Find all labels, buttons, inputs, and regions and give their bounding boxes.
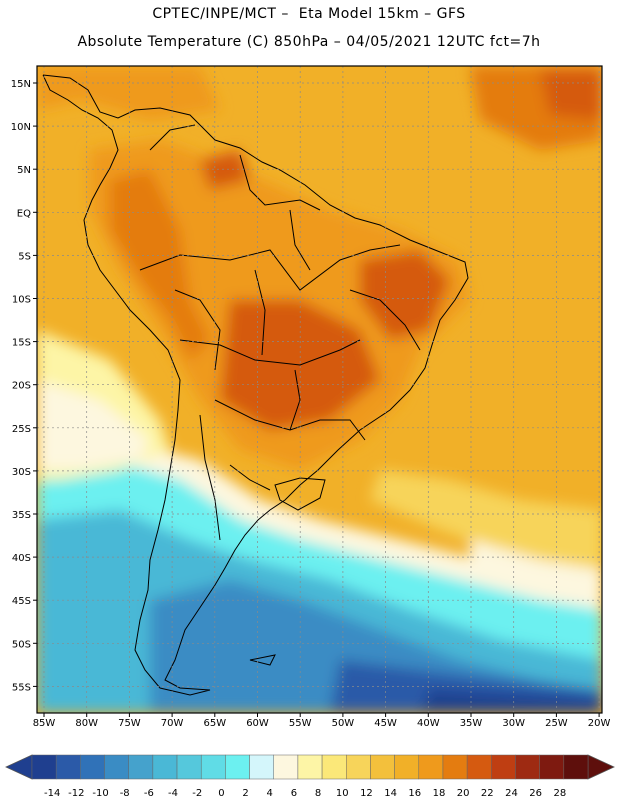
lat-label: 50S — [12, 639, 31, 650]
colorbar: -14 -12 -10 -8 -6 -4 -2 0 2 4 6 8 10 12 14 16 18 20 22 24 26… — [5, 754, 615, 799]
colorbar-swatch — [539, 754, 565, 780]
colorbar-label: -12 — [68, 788, 84, 799]
colorbar-swatch — [466, 754, 492, 780]
lat-lon-grid — [37, 66, 602, 713]
colorbar-swatch — [128, 754, 154, 780]
colorbar-label: 8 — [315, 788, 321, 799]
lat-label: EQ — [17, 208, 31, 219]
lon-label: 40W — [417, 718, 440, 729]
temperature-field — [37, 66, 602, 713]
colorbar-label: 28 — [553, 788, 566, 799]
lat-label: 45S — [12, 596, 31, 607]
colorbar-swatch — [563, 754, 589, 780]
colorbar-swatch — [200, 754, 226, 780]
colorbar-swatch — [249, 754, 274, 780]
lat-label: 30S — [12, 467, 31, 478]
map-title-line-2: Absolute Temperature (C) 850hPa – 04/05/… — [77, 34, 541, 50]
lon-label: 50W — [332, 718, 355, 729]
lon-label: 70W — [161, 718, 184, 729]
colorbar-label: -14 — [44, 788, 60, 799]
colorbar-swatch — [273, 754, 299, 780]
longitude-axis: 85W 80W 75W 70W 65W 60W 55W 50W 45W 40W 35W 30W 25W 2… — [33, 713, 611, 729]
lon-label: 25W — [545, 718, 568, 729]
lon-label: 35W — [460, 718, 483, 729]
colorbar-label: 26 — [529, 788, 542, 799]
colorbar-label: -4 — [168, 788, 178, 799]
colorbar-label: -2 — [192, 788, 202, 799]
lat-label: 25S — [12, 424, 31, 435]
lat-label: 35S — [12, 510, 31, 521]
colorbar-swatch — [491, 754, 516, 780]
map-title-line-1: CPTEC/INPE/MCT – Eta Model 15km – GFS — [152, 6, 466, 22]
colorbar-swatch — [31, 754, 57, 780]
colorbar-swatch — [394, 754, 420, 780]
colorbar-label: -6 — [144, 788, 154, 799]
colorbar-label: -10 — [92, 788, 108, 799]
colorbar-swatch — [442, 754, 468, 780]
lat-label: 40S — [12, 553, 31, 564]
lon-label: 80W — [75, 718, 98, 729]
colorbar-swatch — [176, 754, 202, 780]
colorbar-swatch — [418, 754, 444, 780]
latitude-axis: 15N 10N 5N EQ 5S 10S 15S 20S 25S 30S 35S 40S 45S 50S 5… — [11, 79, 37, 693]
colorbar-label: 24 — [505, 788, 518, 799]
lat-label: 10S — [12, 295, 31, 306]
lon-label: 55W — [289, 718, 312, 729]
colorbar-label: -8 — [120, 788, 130, 799]
lat-label: 55S — [12, 682, 31, 693]
colorbar-swatch — [152, 754, 178, 780]
lon-label: 75W — [118, 718, 141, 729]
colorbar-label: 0 — [218, 788, 224, 799]
colorbar-swatch — [80, 754, 105, 780]
colorbar-label: 14 — [384, 788, 397, 799]
lat-label: 20S — [12, 381, 31, 392]
colorbar-label: 10 — [336, 788, 349, 799]
lon-label: 20W — [588, 718, 611, 729]
colorbar-label: 22 — [481, 788, 494, 799]
colorbar-swatch — [346, 754, 371, 780]
lon-label: 85W — [33, 718, 56, 729]
colorbar-swatch — [297, 754, 323, 780]
colorbar-label: 2 — [242, 788, 248, 799]
lon-label: 30W — [502, 718, 525, 729]
colorbar-label: 16 — [408, 788, 421, 799]
colorbar-swatch — [321, 754, 347, 780]
coastline — [42, 74, 469, 696]
lat-label: 15N — [11, 79, 31, 90]
lat-label: 5S — [18, 251, 31, 262]
colorbar-swatch — [370, 754, 395, 780]
colorbar-label: 18 — [433, 788, 446, 799]
colorbar-swatch — [55, 754, 81, 780]
colorbar-label: 4 — [267, 788, 273, 799]
lon-label: 45W — [374, 718, 397, 729]
colorbar-min-arrow — [5, 754, 33, 780]
colorbar-swatch — [104, 754, 129, 780]
colorbar-label: 12 — [360, 788, 373, 799]
colorbar-label: 6 — [291, 788, 297, 799]
lon-label: 65W — [203, 718, 226, 729]
lat-label: 10N — [11, 122, 31, 133]
lat-label: 15S — [12, 338, 31, 349]
colorbar-label: 20 — [457, 788, 470, 799]
lon-label: 60W — [246, 718, 269, 729]
colorbar-swatch — [515, 754, 540, 780]
colorbar-swatch — [225, 754, 250, 780]
colorbar-max-arrow — [587, 754, 615, 780]
map-frame — [36, 65, 603, 714]
lat-label: 5N — [17, 165, 31, 176]
